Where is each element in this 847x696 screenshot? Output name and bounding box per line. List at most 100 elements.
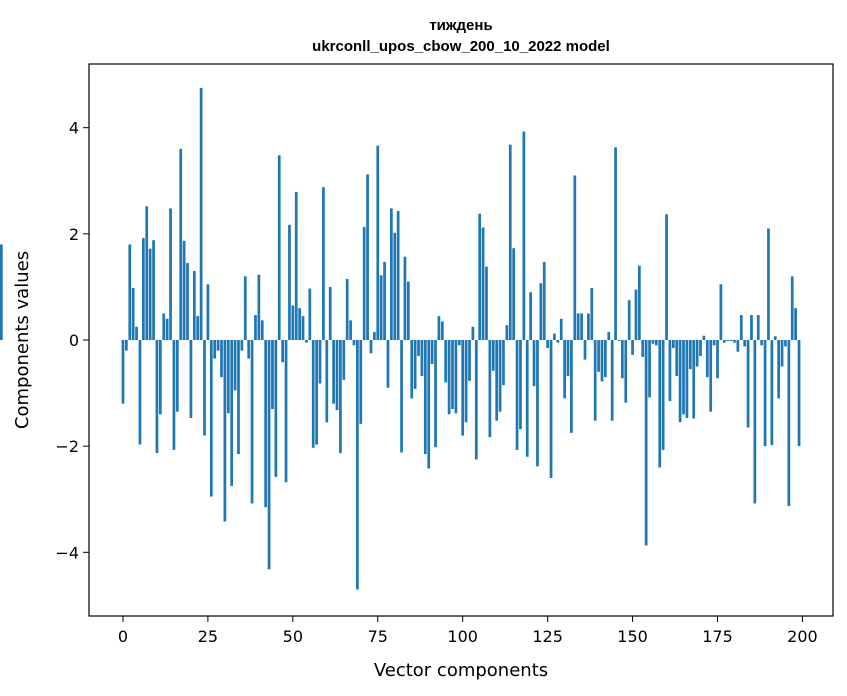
bar: [638, 265, 641, 340]
bar: [770, 340, 774, 446]
bar: [590, 287, 594, 340]
bar: [542, 261, 546, 340]
bar: [688, 340, 692, 370]
bar: [352, 340, 356, 346]
bar: [478, 213, 482, 340]
bar: [138, 340, 142, 445]
bar: [223, 340, 227, 522]
y-axis-label: Components values: [12, 251, 33, 429]
bar: [719, 284, 723, 340]
bar: [230, 340, 234, 486]
bar: [308, 288, 312, 340]
bar: [437, 316, 441, 340]
bar: [155, 340, 159, 454]
bar: [461, 340, 465, 436]
bar: [169, 208, 172, 340]
bar: [505, 325, 509, 340]
bar: [247, 340, 251, 359]
bar: [271, 340, 274, 409]
bar: [671, 340, 675, 348]
bar: [753, 340, 757, 504]
bar: [610, 340, 614, 421]
bar: [400, 340, 403, 453]
y-tick-label: −4: [55, 543, 79, 562]
bar: [406, 281, 410, 340]
bar: [325, 340, 329, 423]
bar: [607, 332, 611, 340]
bar: [423, 340, 427, 455]
bar: [264, 340, 268, 508]
bar: [502, 340, 505, 386]
bar: [237, 340, 240, 455]
bar: [702, 335, 706, 340]
x-tick-label: 175: [702, 627, 733, 646]
bar: [179, 148, 183, 340]
bar: [172, 340, 176, 450]
bar: [546, 340, 549, 348]
bar: [726, 340, 730, 342]
bar: [420, 340, 424, 377]
bar: [345, 278, 349, 340]
bar: [135, 326, 138, 340]
bar: [767, 228, 770, 340]
bar: [651, 340, 655, 344]
bar: [756, 315, 760, 340]
bar: [189, 340, 193, 419]
bar: [257, 274, 261, 340]
bar: [695, 340, 699, 367]
bar: [722, 340, 726, 343]
bar: [288, 224, 291, 340]
bar: [641, 340, 645, 357]
x-tick-label: 200: [787, 627, 818, 646]
bar: [733, 340, 736, 343]
bar: [593, 340, 597, 421]
bar: [447, 340, 451, 415]
bar: [495, 340, 499, 421]
bar: [294, 191, 298, 340]
bar: [539, 283, 543, 340]
bar: [464, 340, 468, 423]
bar: [335, 340, 339, 411]
x-tick-label: 25: [198, 627, 218, 646]
bar: [553, 333, 556, 340]
bar: [739, 315, 743, 340]
x-tick-label: 50: [283, 627, 303, 646]
bar: [573, 175, 577, 340]
bar: [566, 340, 570, 377]
bar: [621, 340, 624, 379]
bar: [373, 332, 376, 340]
bar: [498, 340, 502, 412]
y-tick-label: 4: [69, 119, 79, 138]
bar: [339, 340, 342, 454]
y-tick-label: −2: [55, 437, 79, 456]
bar: [440, 321, 444, 340]
bar: [716, 340, 719, 379]
bar: [444, 340, 448, 383]
bar: [233, 340, 237, 391]
bar: [199, 87, 203, 340]
bar: [777, 340, 780, 399]
bar: [131, 287, 135, 340]
bar: [267, 340, 271, 570]
bar: [366, 174, 369, 340]
chart-title: тиждень: [429, 17, 492, 34]
x-tick-label: 125: [532, 627, 563, 646]
bar: [383, 261, 386, 340]
y-tick-label: 2: [69, 225, 79, 244]
bar: [488, 340, 492, 438]
bar: [576, 313, 580, 340]
bar: [570, 340, 573, 433]
bar: [342, 340, 346, 380]
bar: [413, 340, 417, 389]
bar: [203, 340, 206, 436]
bar: [417, 340, 420, 356]
bar: [515, 340, 519, 450]
bar: [780, 340, 784, 367]
bar: [182, 240, 186, 340]
bar: [376, 145, 380, 340]
bar: [587, 313, 590, 340]
bar: [175, 340, 179, 412]
plot-frame: [88, 63, 834, 617]
bar: [743, 340, 747, 347]
